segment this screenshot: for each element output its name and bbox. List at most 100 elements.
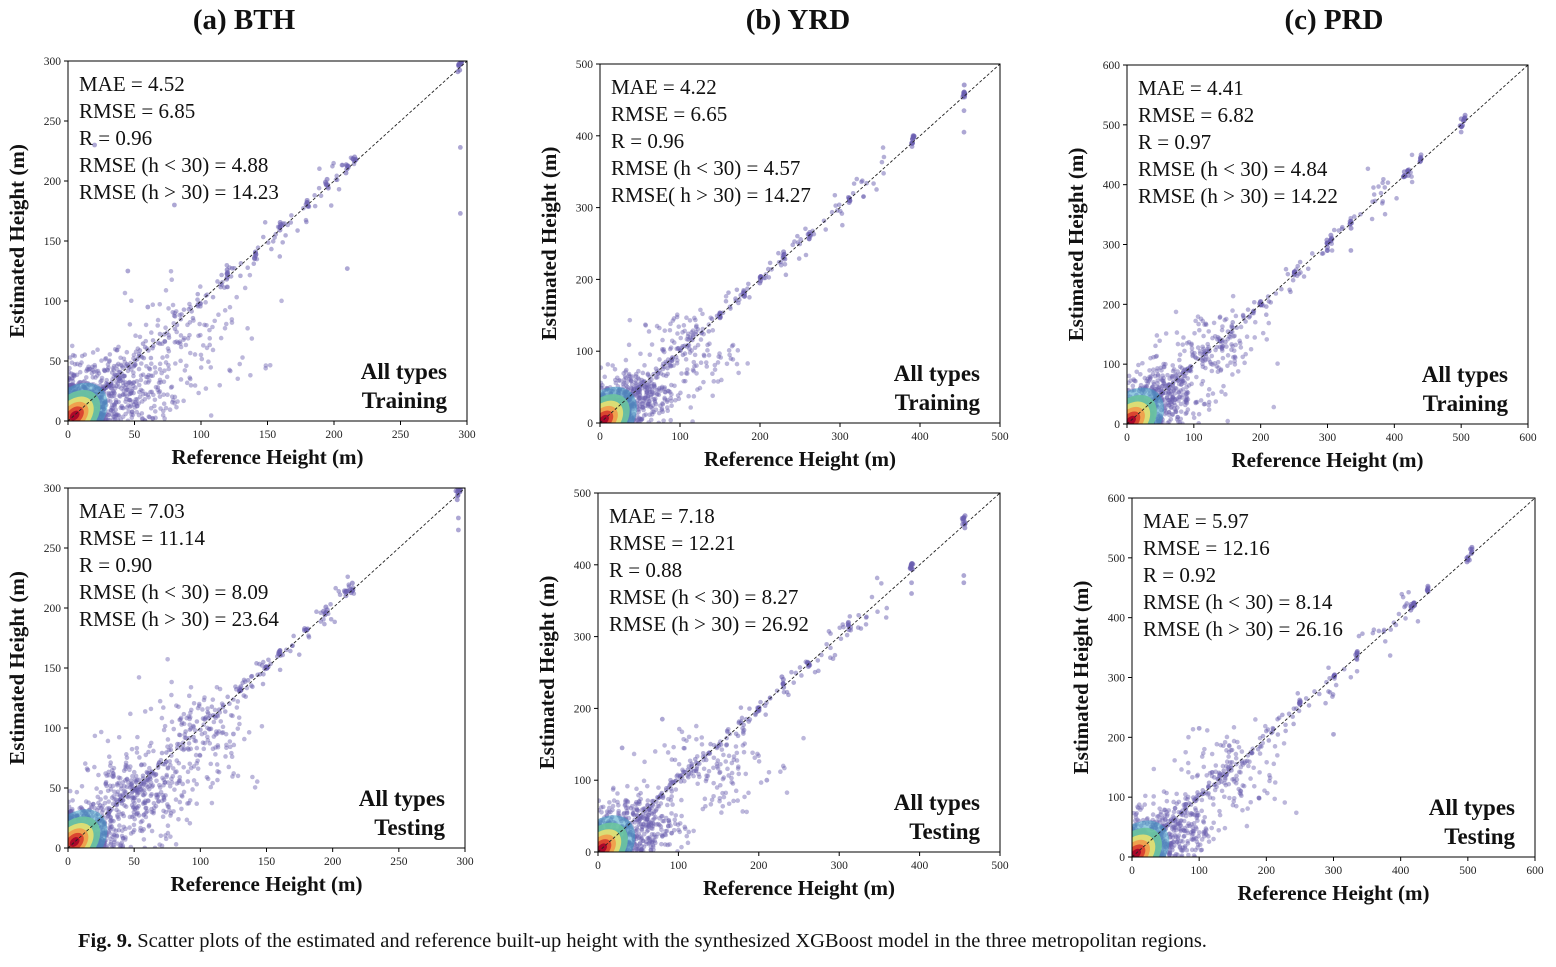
scatter-point (261, 671, 266, 677)
scatter-point (105, 412, 111, 418)
scatter-point (1189, 342, 1194, 348)
scatter-point (624, 380, 629, 385)
scatter-point (106, 409, 111, 414)
scatter-point (642, 363, 647, 368)
scatter-point (99, 809, 105, 815)
scatter-point (179, 720, 185, 726)
scatter-point (1154, 353, 1160, 359)
scatter-point (1176, 419, 1181, 424)
scatter-point (1184, 410, 1189, 415)
scatter-point (123, 835, 128, 840)
scatter-point (186, 714, 191, 719)
scatter-point (111, 765, 117, 771)
scatter-point (90, 350, 96, 355)
scatter-point (765, 266, 771, 272)
scatter-point (125, 368, 131, 374)
scatter-point (646, 420, 651, 423)
scatter-point (1200, 355, 1205, 360)
scatter-point (177, 778, 183, 784)
scatter-point (641, 398, 647, 404)
scatter-point (795, 233, 800, 239)
scatter-point (84, 366, 90, 372)
scatter-point (1405, 169, 1411, 175)
scatter-point (1217, 344, 1223, 350)
scatter-point (123, 411, 128, 417)
scatter-point (75, 361, 80, 367)
scatter-point (126, 384, 131, 390)
scatter-point (1320, 251, 1326, 256)
scatter-point (127, 825, 132, 830)
scatter-point (228, 368, 233, 374)
scatter-point (700, 326, 706, 332)
scatter-point (208, 365, 214, 370)
scatter-point (260, 681, 266, 687)
scatter-point (1301, 274, 1307, 279)
scatter-point (194, 719, 200, 724)
scatter-point (108, 408, 114, 413)
scatter-point (170, 773, 176, 779)
scatter-point (224, 745, 229, 751)
scatter-point (304, 200, 310, 206)
scatter-point (132, 800, 137, 806)
scatter-point (121, 813, 127, 819)
scatter-point (1166, 412, 1172, 418)
scatter-point (205, 709, 210, 715)
scatter-point (1186, 339, 1192, 345)
scatter-point (142, 344, 148, 350)
scatter-point (1175, 414, 1180, 420)
scatter-point (138, 781, 144, 787)
scatter-point (1162, 364, 1167, 370)
scatter-point (727, 352, 732, 358)
scatter-point (165, 656, 170, 662)
scatter-point (68, 375, 71, 380)
scatter-point (102, 368, 107, 373)
scatter-point (116, 412, 121, 418)
scatter-point (121, 388, 126, 393)
scatter-point (141, 355, 147, 361)
scatter-point (166, 804, 172, 810)
scatter-point (131, 380, 136, 386)
scatter-point (139, 828, 145, 834)
scatter-point (1152, 373, 1158, 379)
scatter-point (164, 772, 170, 778)
scatter-point (143, 805, 149, 811)
y-tick-label: 400 (1103, 180, 1121, 192)
scatter-point (230, 774, 235, 779)
scatter-point (636, 416, 642, 422)
scatter-point (1195, 314, 1201, 319)
scatter-point (131, 373, 136, 379)
scatter-point (1194, 374, 1199, 380)
scatter-point (1170, 394, 1176, 400)
scatter-point (230, 713, 235, 719)
scatter-point (684, 371, 690, 376)
scatter-point (643, 395, 648, 401)
scatter-point (215, 744, 221, 750)
scatter-point (118, 842, 123, 847)
scatter-point (191, 778, 197, 783)
scatter-point (102, 368, 108, 374)
scatter-panel-yrd-training: 0 100 200 300 400 5000100200300400500Referenc… (537, 59, 1009, 471)
scatter-point (116, 775, 121, 780)
scatter-point (102, 800, 108, 806)
scatter-point (95, 347, 100, 353)
scatter-point (123, 382, 129, 388)
scatter-point (149, 330, 154, 335)
scatter-point (1221, 383, 1226, 389)
scatter-point (151, 343, 156, 349)
scatter-point (146, 378, 152, 383)
scatter-point (208, 761, 214, 767)
scatter-point (1328, 232, 1334, 238)
scatter-point (1409, 152, 1415, 158)
scatter-point (637, 416, 643, 422)
stat-line: RMSE (h < 30) = 4.84 (1138, 157, 1328, 181)
scatter-point (650, 389, 655, 395)
stat-line: RMSE = 6.82 (1138, 103, 1254, 127)
scatter-point (143, 322, 149, 328)
scatter-point (636, 409, 641, 415)
scatter-point (636, 420, 641, 423)
scatter-point (710, 371, 715, 377)
scatter-point (187, 798, 193, 803)
scatter-point (95, 794, 101, 800)
scatter-point (718, 355, 724, 360)
scatter-point (188, 710, 193, 716)
